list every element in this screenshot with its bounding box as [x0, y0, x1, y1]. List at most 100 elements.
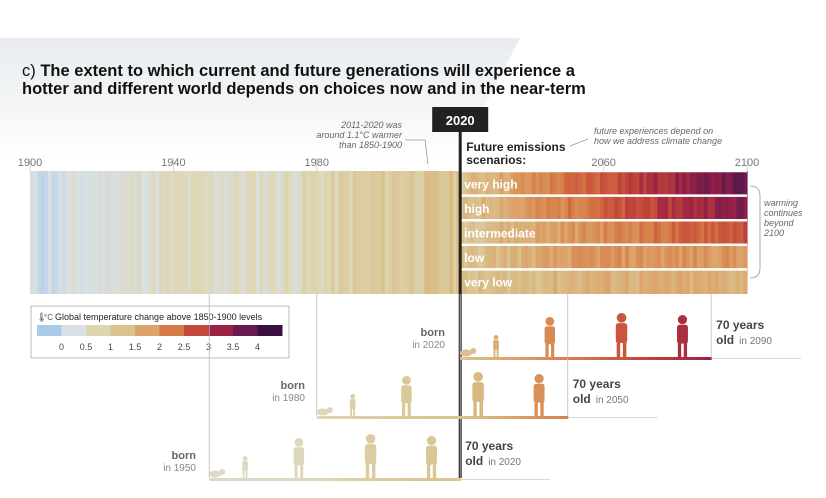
- scenario-stripe: [546, 195, 551, 221]
- life-strip-segment: [539, 357, 544, 360]
- life-strip-segment: [420, 416, 425, 419]
- scenario-row-very-low: very low: [460, 268, 748, 294]
- historical-stripe: [377, 171, 382, 294]
- scenario-stripe: [546, 171, 551, 196]
- scenario-stripe: [496, 195, 501, 221]
- scenario-stripe: [485, 269, 490, 294]
- x-axis: 1900 1940 1980 2060 2100: [18, 157, 759, 171]
- scenario-stripe: [678, 171, 684, 196]
- legend-swatch: [233, 325, 258, 336]
- scenario-stripe: [503, 220, 508, 245]
- scenario-stripe: [528, 269, 533, 294]
- scenario-stripe: [607, 244, 612, 270]
- scenario-stripe: [600, 220, 605, 245]
- scenario-stripe: [686, 244, 691, 270]
- scenario-stripe: [707, 195, 712, 221]
- scenario-stripe: [607, 269, 612, 294]
- scenario-stripe: [650, 171, 655, 196]
- scenario-stripe: [693, 269, 698, 294]
- scenario-stripe: [614, 195, 619, 221]
- scenario-stripe: [686, 195, 691, 221]
- baby-head: [219, 469, 226, 475]
- scenario-stripe: [463, 195, 468, 221]
- historical-annotation-line: 2011-2020 was: [340, 120, 402, 130]
- life-strip-segment: [506, 416, 511, 419]
- scenario-stripe: [696, 269, 701, 294]
- warming-annotation-line: continues: [764, 208, 803, 218]
- scenario-stripe: [506, 171, 511, 196]
- legend-unit-label: °C: [44, 313, 53, 322]
- historical-stripe: [184, 171, 189, 294]
- historical-stripe: [413, 171, 418, 294]
- scenario-stripe: [639, 244, 644, 270]
- life-strip-segment: [488, 357, 494, 360]
- old-year-label: in 2050: [596, 395, 629, 406]
- scenario-stripe: [650, 220, 655, 245]
- scenario-stripe: [574, 244, 580, 270]
- scenario-stripe: [632, 171, 637, 196]
- life-strip-segment: [453, 478, 458, 481]
- life-strip-segment: [338, 416, 343, 419]
- person-head: [534, 374, 544, 384]
- scenario-stripe: [517, 171, 522, 196]
- scenario-stripe: [639, 220, 644, 245]
- scenario-stripe: [693, 171, 698, 196]
- historical-stripe: [302, 171, 307, 294]
- historical-stripe: [273, 171, 278, 294]
- scenario-stripe: [499, 220, 504, 245]
- scenario-stripe: [521, 195, 526, 221]
- life-strip-segment: [377, 478, 382, 481]
- historical-stripe: [323, 171, 329, 294]
- legend-title: Global temperature change above 1850-190…: [55, 312, 263, 322]
- scenario-stripe: [736, 269, 741, 294]
- historical-stripe: [176, 171, 182, 294]
- historical-stripe: [148, 171, 153, 294]
- historical-stripe: [234, 171, 239, 294]
- scenario-stripe: [729, 244, 734, 270]
- life-strip-segment: [700, 357, 705, 360]
- historical-stripe: [263, 171, 268, 294]
- scenario-stripe: [460, 220, 465, 245]
- life-strip-segment: [560, 357, 565, 360]
- life-strip-segment: [463, 357, 468, 360]
- historical-stripe: [259, 171, 264, 294]
- person-leg: [616, 341, 621, 357]
- person-leg: [245, 470, 248, 478]
- scenario-stripe: [488, 171, 494, 196]
- life-strip-segment: [280, 478, 286, 481]
- future-annotation-line: future experiences depend on: [594, 126, 713, 136]
- scenario-stripe: [610, 244, 615, 270]
- scenario-stripe: [646, 171, 651, 196]
- scenario-stripe: [600, 195, 605, 221]
- scenario-stripe: [639, 269, 644, 294]
- scenario-stripe: [567, 171, 572, 196]
- life-strip-segment: [499, 416, 504, 419]
- historical-stripe: [388, 171, 393, 294]
- life-strip-segment: [345, 478, 350, 481]
- life-strip-segment: [510, 357, 515, 360]
- scenario-stripe: [549, 244, 555, 270]
- life-strip-segment: [374, 478, 379, 481]
- scenario-row-high: high: [460, 194, 748, 221]
- scenario-stripe: [646, 195, 651, 221]
- life-strip-segment: [596, 357, 601, 360]
- life-strip-segment: [628, 357, 633, 360]
- life-strip-segment: [435, 416, 440, 419]
- person-leg: [545, 342, 549, 357]
- baby-head: [470, 348, 477, 354]
- figure-title: c) The extent to which current and futur…: [22, 62, 662, 98]
- scenario-stripe: [556, 171, 562, 196]
- life-strip-segment: [392, 478, 397, 481]
- scenario-stripe: [585, 171, 590, 196]
- person-leg: [353, 408, 356, 416]
- life-strip-segment: [510, 416, 515, 419]
- life-strip-segment: [435, 478, 440, 481]
- scenario-stripe: [650, 269, 655, 294]
- scenario-stripe: [503, 171, 508, 196]
- life-strip-segment: [707, 357, 712, 360]
- scenario-stripe: [488, 220, 494, 245]
- historical-stripe: [220, 171, 225, 294]
- legend-swatch: [159, 325, 185, 336]
